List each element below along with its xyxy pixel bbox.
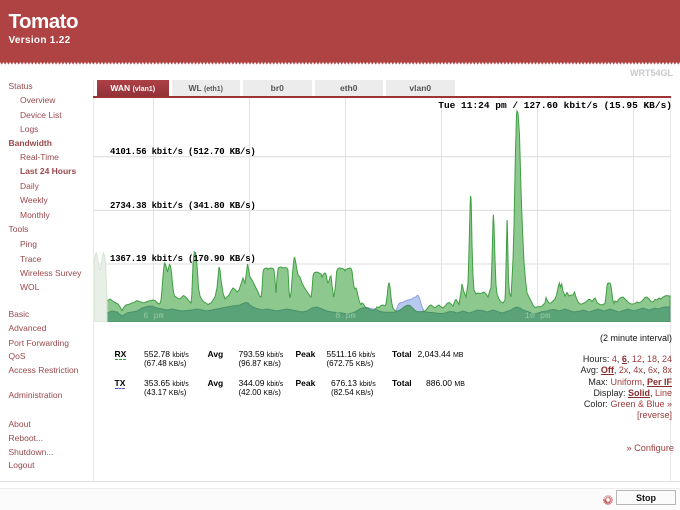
svg-text:6 pm: 6 pm bbox=[143, 311, 163, 321]
svg-text:8 pm: 8 pm bbox=[335, 311, 355, 321]
svg-text:10 pm: 10 pm bbox=[525, 311, 551, 321]
